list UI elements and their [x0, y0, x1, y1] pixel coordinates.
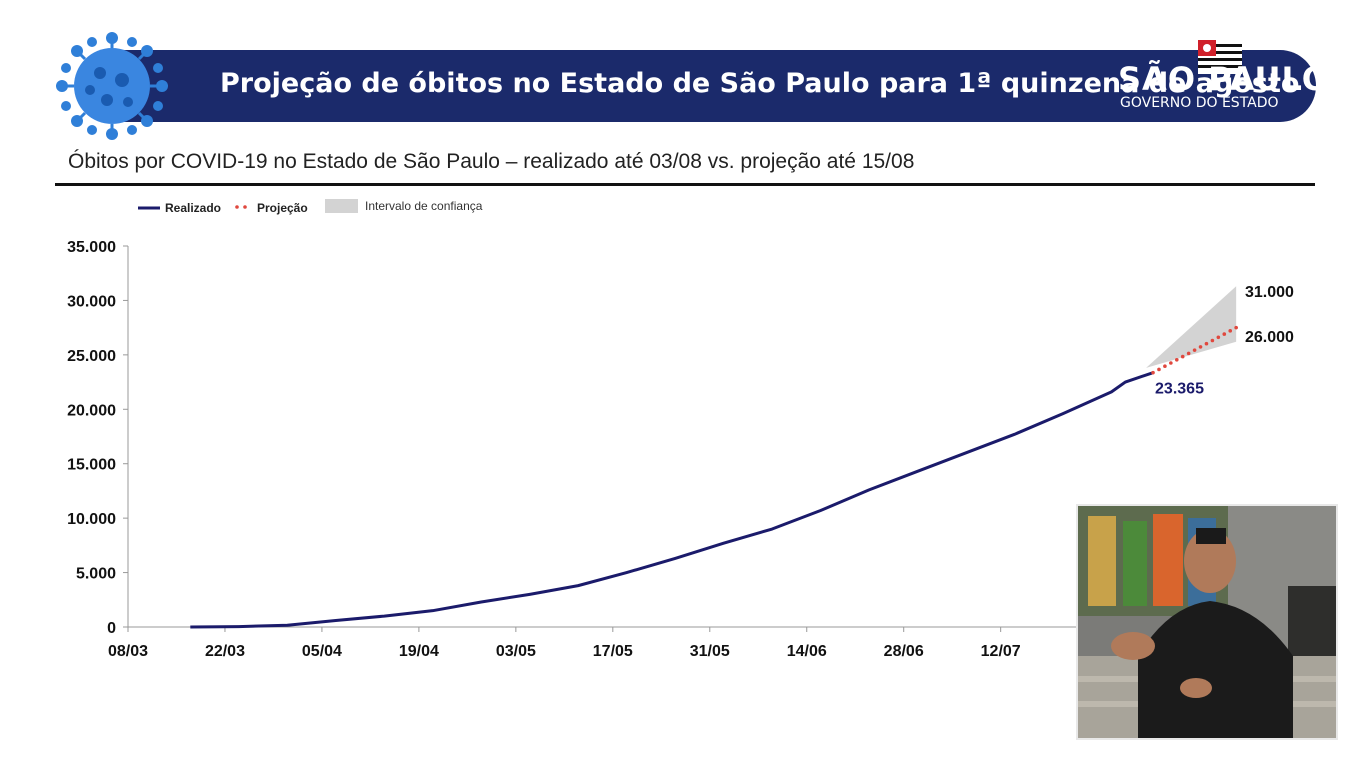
legend-realizado-label: Realizado	[165, 201, 221, 215]
y-tick-label: 25.000	[67, 348, 116, 365]
realizado-series-line	[190, 371, 1154, 629]
annotation-upper-bound: 31.000	[1245, 284, 1294, 301]
x-tick-label: 28/06	[884, 643, 924, 660]
legend-intervalo-swatch	[325, 199, 358, 213]
annotation-projection: 26.000	[1245, 329, 1294, 346]
y-tick-label: 35.000	[67, 239, 116, 256]
y-tick-label: 5.000	[76, 566, 116, 583]
y-tick-label: 20.000	[67, 402, 116, 419]
sign-language-interpreter-video	[1076, 504, 1338, 740]
x-tick-label: 17/05	[593, 643, 633, 660]
projecao-point	[1234, 325, 1238, 330]
confidence-band	[1146, 286, 1237, 368]
projecao-point	[1192, 348, 1197, 352]
x-tick-label: 14/06	[787, 643, 827, 660]
header-banner	[120, 50, 1316, 122]
x-tick-label: 31/05	[690, 643, 730, 660]
government-name: SÃO PAULO	[1118, 60, 1330, 98]
x-tick-label: 22/03	[205, 643, 245, 660]
projecao-point	[1180, 354, 1185, 359]
projecao-point	[1204, 341, 1209, 346]
government-subtitle: GOVERNO DO ESTADO	[1120, 95, 1279, 111]
projecao-point	[1151, 370, 1155, 375]
legend-projecao-label: Projeção	[257, 201, 308, 215]
x-tick-label: 05/04	[302, 643, 342, 660]
projecao-point	[1210, 338, 1215, 343]
y-tick-label: 0	[107, 620, 116, 637]
coronavirus-icon	[56, 32, 168, 140]
legend-projecao-dot	[243, 205, 247, 209]
chart-legend: Realizado Projeção Intervalo de confianç…	[138, 199, 483, 215]
projecao-point	[1157, 367, 1161, 372]
projecao-point	[1186, 351, 1191, 356]
projecao-point	[1228, 329, 1233, 333]
y-tick-label: 30.000	[67, 293, 116, 310]
projecao-point	[1216, 335, 1221, 340]
x-tick-label: 03/05	[496, 643, 536, 660]
chart-subtitle: Óbitos por COVID-19 no Estado de São Pau…	[68, 150, 915, 173]
x-tick-label: 08/03	[108, 643, 148, 660]
projecao-point	[1174, 357, 1179, 362]
projecao-point	[1198, 345, 1203, 349]
x-tick-label: 12/07	[981, 643, 1021, 660]
legend-intervalo-label: Intervalo de confiança	[365, 199, 483, 213]
page-title: Projeção de óbitos no Estado de São Paul…	[220, 68, 1300, 99]
y-tick-label: 10.000	[67, 511, 116, 528]
x-tick-label: 19/04	[399, 643, 439, 660]
flag-icon	[1198, 40, 1242, 74]
annotation-last-value: 23.365	[1155, 381, 1204, 398]
projecao-point	[1222, 332, 1227, 336]
projecao-point	[1163, 364, 1167, 369]
y-tick-label: 15.000	[67, 457, 116, 474]
subtitle-divider	[55, 183, 1315, 186]
projecao-point	[1169, 361, 1173, 365]
legend-projecao-dot	[235, 205, 239, 209]
government-logo: SÃO PAULO GOVERNO DO ESTADO	[1118, 40, 1329, 120]
